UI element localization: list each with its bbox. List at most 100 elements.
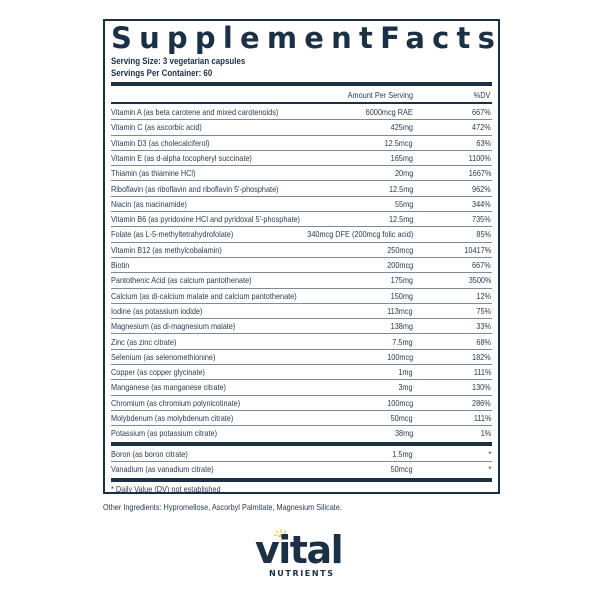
nutrient-amount: 7.5mg: [392, 336, 413, 347]
nutrient-amount: 55mg: [394, 198, 413, 209]
nutrient-dv: 182%: [472, 351, 491, 362]
nutrient-row: Molybdenum (as molybdenum citrate) 50mcg 1…: [111, 411, 492, 427]
nutrient-name: Vitamin D3 (as cholecalciferol): [111, 137, 210, 148]
nutrient-name: Iodine (as potassium iodide): [111, 305, 203, 316]
nutrient-name: Chromium (as chromium polynicotinate): [111, 397, 241, 408]
nutrient-dv: 33%: [476, 321, 491, 332]
nutrient-row: Biotin 200mcg 667%: [111, 258, 492, 274]
nutrient-row: Vitamin C (as ascorbic acid) 425mg 472%: [111, 120, 492, 136]
nutrient-row: Boron (as boron citrate) 1.5mg *: [111, 447, 492, 463]
nutrient-name: Pantothenic Acid (as calcium pantothenat…: [111, 275, 252, 286]
nutrient-name: Manganese (as manganese citrate): [111, 382, 226, 393]
brand-word: vital: [255, 528, 344, 572]
nutrient-dv: 10417%: [464, 244, 491, 255]
nutrient-dv: 63%: [476, 137, 491, 148]
nutrient-amount: 12.5mcg: [384, 137, 413, 148]
nutrient-name: Vitamin E (as d-alpha tocopheryl succina…: [111, 152, 252, 163]
nutrient-row: Riboflavin (as riboflavin and riboflavin…: [111, 182, 492, 197]
nutrient-amount: 6000mcg RAE: [365, 107, 413, 117]
nutrient-dv: 85%: [476, 229, 491, 240]
nutrient-dv: *: [488, 449, 491, 459]
nutrient-amount: 12.5mg: [388, 183, 413, 194]
nutrient-amount: 150mg: [390, 290, 413, 301]
nutrient-amount: 50mcg: [391, 464, 413, 475]
divider-header: [111, 102, 492, 104]
nutrient-amount: 165mg: [390, 152, 413, 163]
divider-thick: [111, 82, 492, 86]
nutrient-row: Vitamin A (as beta carotene and mixed ca…: [111, 105, 492, 121]
nutrient-dv: 472%: [472, 122, 491, 133]
nutrient-dv: 1667%: [468, 168, 491, 179]
nutrient-name: Thiamin (as thiamine HCl): [111, 168, 196, 179]
nutrient-row: Vitamin B6 (as pyridoxine HCl and pyrido…: [111, 212, 492, 228]
nutrient-name: Magnesium (as di-magnesium malate): [111, 321, 236, 332]
nutrient-name: Vitamin B6 (as pyridoxine HCl and pyrido…: [111, 214, 300, 225]
nutrient-amount: 425mg: [390, 122, 413, 133]
nutrient-amount: 100mcg: [386, 397, 413, 408]
nutrient-row: Copper (as copper glycinate) 1mg 111%: [111, 365, 492, 381]
nutrient-dv: *: [488, 464, 491, 475]
servings-per-container: Servings Per Container: 60: [111, 68, 213, 78]
panel-title: Supplement Facts: [111, 21, 495, 55]
nutrient-amount: 200mcg: [386, 260, 413, 270]
nutrient-amount: 113mcg: [387, 305, 413, 316]
nutrient-row: Magnesium (as di-magnesium malate) 138mg 3…: [111, 319, 492, 335]
title-word-facts: Facts: [380, 21, 503, 55]
nutrient-dv: 111%: [473, 367, 491, 378]
header-dv: %DV: [473, 90, 490, 100]
nutrient-dv: 1%: [480, 428, 491, 439]
nutrient-dv: 735%: [472, 214, 491, 225]
nutrient-dv: 1100%: [468, 152, 491, 163]
nutrient-amount: 1mg: [398, 367, 413, 378]
nutrient-row: Zinc (as zinc citrate) 7.5mg 68%: [111, 335, 492, 350]
nutrient-name: Molybdenum (as molybdenum citrate): [111, 413, 234, 423]
nutrient-row: Thiamin (as thiamine HCl) 20mg 1667%: [111, 166, 492, 182]
nutrient-row: Vitamin E (as d-alpha tocopheryl succina…: [111, 151, 492, 167]
nutrient-dv: 3500%: [468, 275, 491, 286]
nutrient-amount: 175mg: [390, 275, 413, 286]
nutrient-name: Vitamin C (as ascorbic acid): [111, 122, 202, 133]
nutrient-row: Folate (as L-5-methyltetrahydrofolate) 34…: [111, 227, 492, 243]
title-word-supplement: Supplement: [111, 21, 381, 55]
nutrient-dv: 286%: [472, 397, 491, 408]
supplement-facts-panel: Supplement Facts Serving Size: 3 vegetar…: [103, 19, 500, 494]
nutrient-dv: 130%: [472, 382, 491, 393]
nutrient-amount: 3mg: [398, 382, 413, 393]
nutrient-name: Copper (as copper glycinate): [111, 367, 205, 378]
nutrient-row: Calcium (as di-calcium malate and calciu…: [111, 289, 492, 304]
other-ingredients: Other Ingredients: Hypromellose, Ascorby…: [103, 502, 342, 512]
nutrient-row: Manganese (as manganese citrate) 3mg 130%: [111, 380, 492, 396]
nutrient-amount: 1.5mg: [392, 449, 413, 459]
nutrient-name: Calcium (as di-calcium malate and calciu…: [111, 290, 297, 301]
nutrient-name: Vitamin B12 (as methylcobalamin): [111, 244, 222, 255]
nutrient-dv: 68%: [476, 336, 491, 347]
nutrient-row: Pantothenic Acid (as calcium pantothenat…: [111, 273, 492, 289]
header-amount-per-serving: Amount Per Serving: [347, 90, 413, 100]
nutrient-dv: 667%: [472, 107, 491, 117]
nutrient-dv: 962%: [472, 183, 491, 194]
nutrient-dv: 75%: [476, 305, 491, 316]
nutrient-name: Riboflavin (as riboflavin and riboflavin…: [111, 183, 279, 194]
nutrient-amount: 100mcg: [386, 351, 413, 362]
nutrient-row: Potassium (as potassium citrate) 38mg 1%: [111, 426, 492, 441]
nutrient-amount: 138mg: [390, 321, 413, 332]
nutrient-amount: 340mcg DFE (200mcg folic acid): [306, 229, 413, 240]
nutrient-name: Niacin (as niacinamide): [111, 198, 187, 209]
vital-nutrients-logo: vital NUTRIENTS: [255, 528, 350, 582]
serving-size: Serving Size: 3 vegetarian capsules: [111, 56, 246, 66]
nutrient-amount: 250mcg: [386, 244, 413, 255]
nutrient-amount: 38mg: [394, 428, 413, 439]
nutrient-row: Iodine (as potassium iodide) 113mcg 75%: [111, 304, 492, 320]
nutrient-name: Potassium (as potassium citrate): [111, 428, 218, 439]
nutrient-dv: 344%: [472, 198, 491, 209]
sun-icon: [274, 529, 288, 537]
nutrient-name: Vitamin A (as beta carotene and mixed ca…: [111, 107, 279, 117]
nutrient-amount: 20mg: [394, 168, 413, 179]
nutrient-row: Vitamin B12 (as methylcobalamin) 250mcg 10…: [111, 243, 492, 258]
nutrient-dv: 12%: [476, 290, 491, 301]
divider-thick-mid: [111, 442, 492, 446]
nutrient-name: Vanadium (as vanadium citrate): [111, 464, 214, 475]
nutrient-amount: 12.5mg: [388, 214, 413, 225]
nutrient-name: Selenium (as selenomethionine): [111, 351, 216, 362]
nutrient-row: Niacin (as niacinamide) 55mg 344%: [111, 197, 492, 213]
